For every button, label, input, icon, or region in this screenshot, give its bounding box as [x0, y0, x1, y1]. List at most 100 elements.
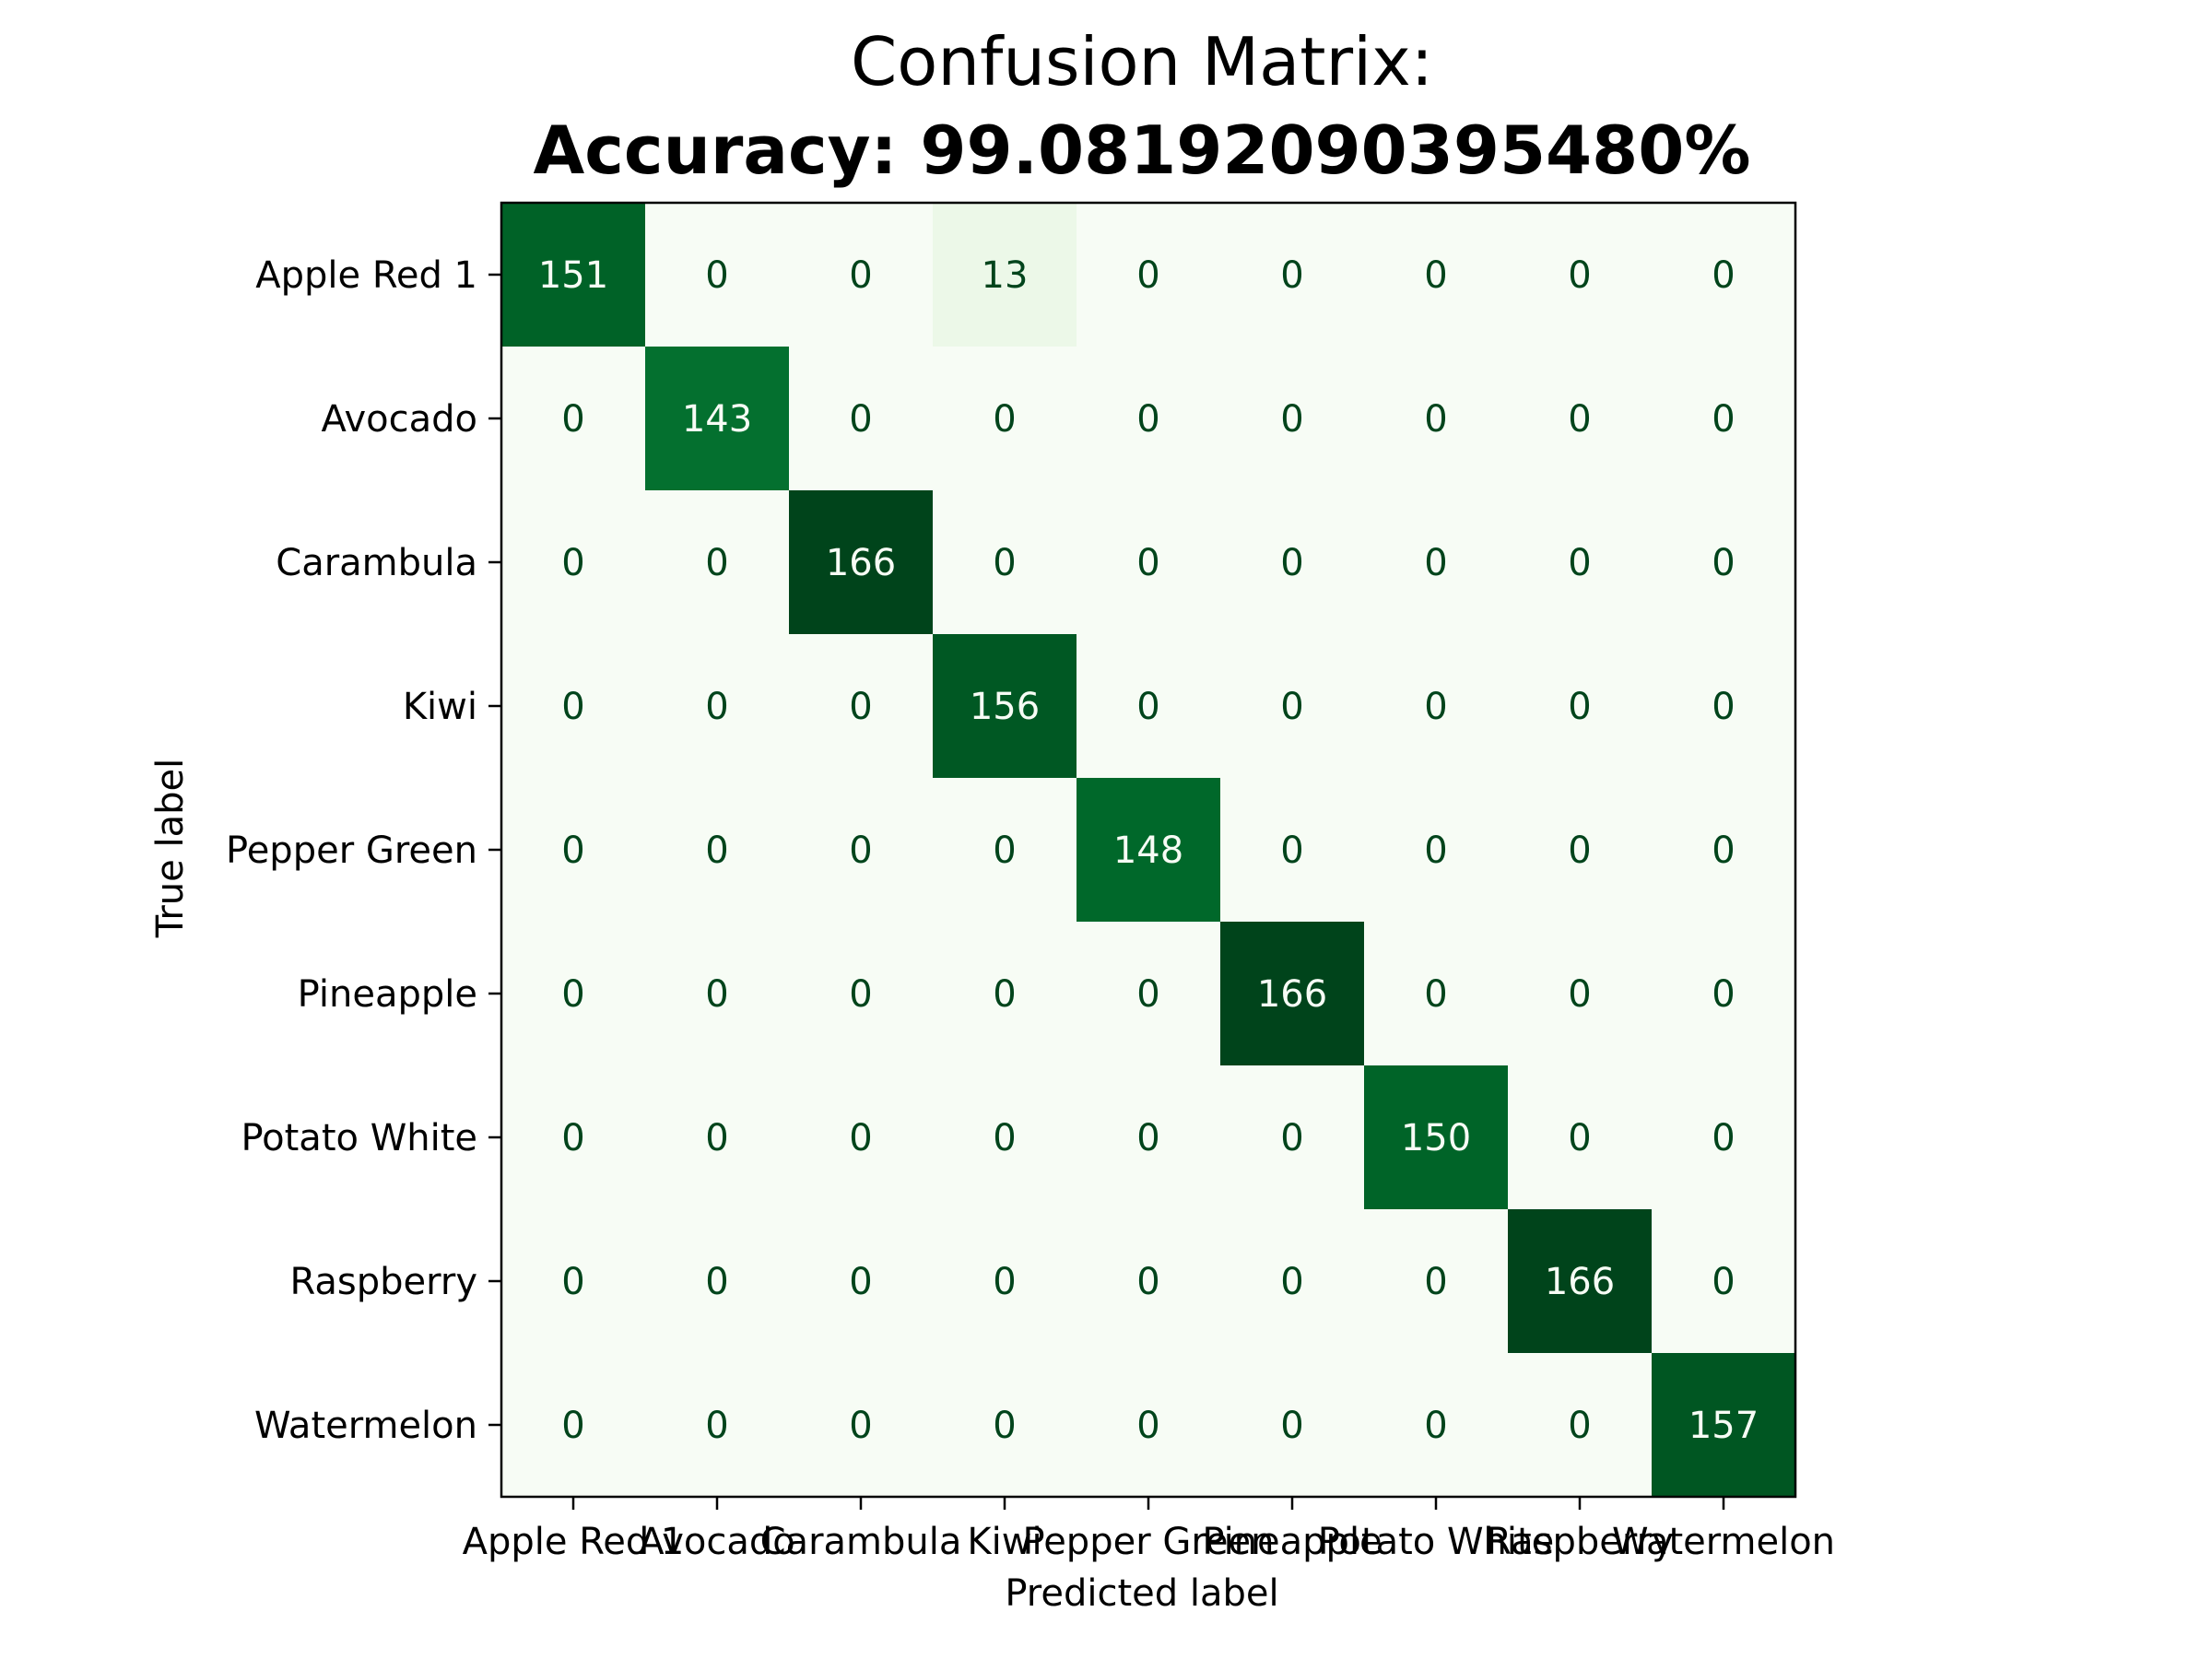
- heatmap-cell: [645, 778, 790, 923]
- heatmap-cell: [501, 1209, 646, 1354]
- heatmap-cell-value: 0: [1136, 254, 1159, 297]
- heatmap-cell: [1652, 634, 1796, 779]
- heatmap-cell-value: 0: [1712, 542, 1735, 584]
- heatmap-cell: [789, 1209, 934, 1354]
- x-axis-label: Predicted label: [1005, 1572, 1278, 1615]
- y-tick-label: Apple Red 1: [255, 254, 477, 297]
- heatmap-cell-value: 0: [1136, 542, 1159, 584]
- heatmap-cell-value: 0: [849, 973, 872, 1016]
- heatmap-cell: [1220, 1353, 1365, 1498]
- heatmap-cell-value: 0: [849, 830, 872, 872]
- heatmap-cell-value: 0: [1568, 1405, 1591, 1447]
- heatmap-cell: [933, 778, 1077, 923]
- chart-title: Confusion Matrix:: [851, 23, 1433, 100]
- heatmap-cell: [1652, 1209, 1796, 1354]
- heatmap-cell-value: 0: [1136, 1405, 1159, 1447]
- heatmap-cell-value: 0: [705, 830, 728, 872]
- y-tick-label: Pineapple: [298, 973, 477, 1016]
- heatmap-cell-value: 0: [849, 1405, 872, 1447]
- heatmap-cell: [1652, 1065, 1796, 1210]
- x-tick-label: Potato White: [1318, 1521, 1555, 1563]
- heatmap-cell: [789, 634, 934, 779]
- heatmap-cell: [501, 778, 646, 923]
- heatmap-cell: [1220, 347, 1365, 491]
- heatmap-cell: [1364, 1065, 1509, 1210]
- heatmap-cell: [1364, 778, 1509, 923]
- heatmap-cell: [1077, 1065, 1221, 1210]
- heatmap-cell: [1508, 1209, 1653, 1354]
- heatmap-cell: [1652, 778, 1796, 923]
- heatmap-cell: [1364, 490, 1509, 635]
- heatmap-cell-value: 0: [1568, 398, 1591, 441]
- heatmap-cell: [645, 347, 790, 491]
- heatmap-cell: [1220, 490, 1365, 635]
- heatmap-cell-value: 0: [705, 686, 728, 728]
- heatmap-cell: [933, 490, 1077, 635]
- heatmap-cell-value: 0: [1568, 254, 1591, 297]
- heatmap-cell-value: 0: [1712, 398, 1735, 441]
- heatmap-cell-value: 0: [561, 398, 584, 441]
- heatmap-cell-value: 0: [1136, 973, 1159, 1016]
- heatmap-cell: [501, 347, 646, 491]
- heatmap-cell-value: 157: [1688, 1405, 1759, 1447]
- heatmap-cell: [1508, 347, 1653, 491]
- heatmap-cell-value: 0: [993, 542, 1016, 584]
- heatmap-cell: [645, 1353, 790, 1498]
- heatmap-cell-value: 0: [993, 973, 1016, 1016]
- x-tick-label: Avocado: [639, 1521, 795, 1563]
- heatmap-cell-value: 0: [849, 398, 872, 441]
- heatmap-cell: [789, 1065, 934, 1210]
- heatmap-cell-value: 0: [561, 686, 584, 728]
- heatmap-cell-value: 0: [849, 254, 872, 297]
- heatmap-cell: [501, 634, 646, 779]
- heatmap-cell-value: 0: [1424, 542, 1447, 584]
- heatmap-cell: [1364, 1353, 1509, 1498]
- heatmap-cell: [1652, 922, 1796, 1066]
- heatmap-cell-value: 0: [1424, 973, 1447, 1016]
- heatmap-cells: [501, 203, 1796, 1498]
- heatmap-cell-value: 0: [1712, 686, 1735, 728]
- heatmap-cell-value: 0: [1424, 1405, 1447, 1447]
- y-tick-label: Carambula: [276, 542, 477, 584]
- heatmap-cell: [645, 203, 790, 347]
- heatmap-cell-value: 0: [1568, 686, 1591, 728]
- heatmap-cell: [501, 490, 646, 635]
- heatmap-cell: [501, 1065, 646, 1210]
- heatmap-cell-value: 0: [705, 1405, 728, 1447]
- heatmap-cell: [789, 1353, 934, 1498]
- heatmap-cell: [1220, 1065, 1365, 1210]
- heatmap-cell-value: 0: [561, 1261, 584, 1303]
- heatmap-cell: [789, 922, 934, 1066]
- heatmap-cell: [1364, 1209, 1509, 1354]
- heatmap-cell-value: 0: [1712, 973, 1735, 1016]
- heatmap-cell-value: 151: [538, 254, 608, 297]
- heatmap-cell: [1364, 203, 1509, 347]
- heatmap-cell: [933, 1065, 1077, 1210]
- heatmap-cell: [1077, 922, 1221, 1066]
- heatmap-cell-value: 0: [1280, 1405, 1303, 1447]
- y-tick-label: Kiwi: [403, 686, 477, 728]
- y-axis-ticks: Apple Red 1 Avocado Carambula Kiwi Pepper Gr…: [226, 254, 501, 1447]
- heatmap-cell: [1077, 634, 1221, 779]
- heatmap-cell-value: 0: [1424, 830, 1447, 872]
- heatmap-cell: [1508, 922, 1653, 1066]
- heatmap-cell: [933, 1353, 1077, 1498]
- heatmap-cell-value: 0: [561, 830, 584, 872]
- heatmap-cell-value: 0: [993, 1117, 1016, 1159]
- heatmap-cell-value: 0: [1280, 1117, 1303, 1159]
- heatmap-cell-value: 0: [1424, 1261, 1447, 1303]
- heatmap-cell-value: 0: [1568, 1117, 1591, 1159]
- heatmap-cell: [501, 203, 646, 347]
- heatmap-cell: [789, 347, 934, 491]
- heatmap-cell-value: 0: [1712, 1117, 1735, 1159]
- heatmap-cell: [1508, 778, 1653, 923]
- heatmap-cell-value: 0: [1280, 398, 1303, 441]
- x-tick-label: Kiwi: [967, 1521, 1041, 1563]
- heatmap-cell: [1077, 203, 1221, 347]
- y-axis-label: True label: [149, 759, 192, 938]
- heatmap-cell-value: 0: [1280, 542, 1303, 584]
- heatmap-cell-value: 0: [1280, 1261, 1303, 1303]
- heatmap-cell-value: 0: [993, 398, 1016, 441]
- x-tick-label: Pineapple: [1202, 1521, 1382, 1563]
